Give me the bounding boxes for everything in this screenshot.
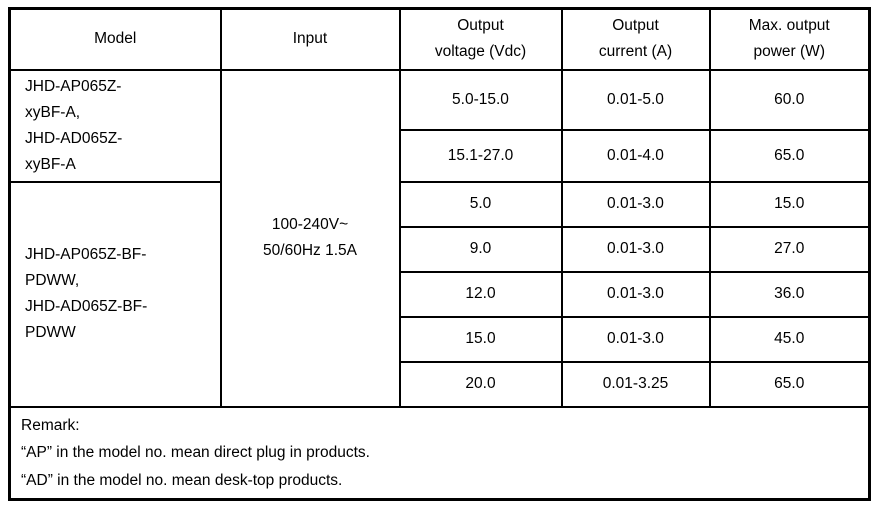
current-cell: 0.01-5.0 [560,68,711,131]
voltage-cell: 12.0 [398,270,563,318]
header-row: Model Input Output voltage (Vdc) Output … [8,7,871,71]
header-output-current: Output current (A) [560,7,711,71]
power-cell: 65.0 [708,128,871,183]
voltage-cell: 5.0-15.0 [398,68,563,131]
model-group-1: JHD-AP065Z- xyBF-A, JHD-AD065Z- xyBF-A [8,68,222,183]
voltage-cell: 15.1-27.0 [398,128,563,183]
table-row: 9.0 0.01-3.0 27.0 [10,225,871,273]
power-cell: 36.0 [708,270,871,318]
header-output-voltage: Output voltage (Vdc) [398,7,563,71]
header-input: Input [219,7,401,71]
remark-line-ad: “AD” in the model no. mean desk-top prod… [21,471,343,489]
current-cell: 0.01-3.25 [560,360,711,408]
table-row: 12.0 0.01-3.0 36.0 [10,270,871,318]
input-value: 100-240V~ 50/60Hz 1.5A [219,68,401,408]
current-cell: 0.01-4.0 [560,128,711,183]
remark-cell: Remark: “AP” in the model no. mean direc… [8,405,871,501]
remark-title: Remark: [21,416,80,434]
voltage-cell: 20.0 [398,360,563,408]
voltage-cell: 9.0 [398,225,563,273]
remark-line-ap: “AP” in the model no. mean direct plug i… [21,444,370,461]
power-cell: 45.0 [708,315,871,363]
power-cell: 27.0 [708,225,871,273]
current-cell: 0.01-3.0 [560,225,711,273]
table-row: 20.0 0.01-3.25 65.0 [10,360,871,408]
power-spec-table: Model Input Output voltage (Vdc) Output … [8,7,871,501]
table-row: JHD-AP065Z-BF- PDWW, JHD-AD065Z-BF- PDWW… [8,180,871,408]
model-group-2: JHD-AP065Z-BF- PDWW, JHD-AD065Z-BF- PDWW [8,180,222,408]
table-row: JHD-AP065Z- xyBF-A, JHD-AD065Z- xyBF-A 1… [8,68,871,408]
table-row: 15.0 0.01-3.0 45.0 [10,315,871,363]
power-cell: 15.0 [708,180,871,228]
header-model: Model [8,7,222,71]
table-row: 15.1-27.0 0.01-4.0 65.0 [10,128,871,183]
header-max-output-power: Max. output power (W) [708,7,871,71]
power-cell: 65.0 [708,360,871,408]
remark-row: Remark: “AP” in the model no. mean direc… [8,405,871,501]
voltage-cell: 15.0 [398,315,563,363]
current-cell: 0.01-3.0 [560,270,711,318]
current-cell: 0.01-3.0 [560,315,711,363]
current-cell: 0.01-3.0 [560,180,711,228]
voltage-cell: 5.0 [398,180,563,228]
power-cell: 60.0 [708,68,871,131]
